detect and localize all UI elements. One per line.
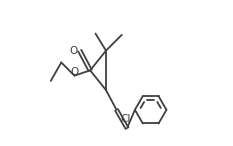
Text: O: O [70, 67, 79, 77]
Text: Cl: Cl [120, 114, 131, 124]
Text: O: O [70, 46, 78, 56]
